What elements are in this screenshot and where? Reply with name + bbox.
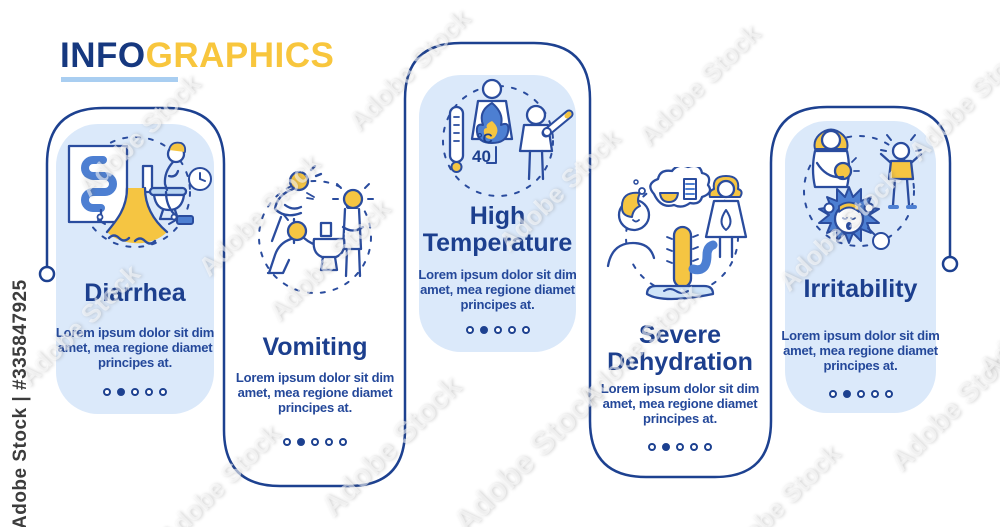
high-temperature-icon-wrap: °C 40 (420, 77, 576, 217)
step-dot (131, 388, 139, 396)
connector-path (45, 41, 952, 488)
page-title-graphics: GRAPHICS (145, 36, 335, 75)
step-dot (828, 390, 837, 398)
page-title: INFOGRAPHICS (60, 36, 334, 76)
card-body-text: Lorem ipsum dolor sit dim amet, mea regi… (235, 370, 395, 415)
step-dot (662, 443, 670, 451)
connector-node-left (38, 265, 56, 283)
vomiting-icon (258, 165, 374, 294)
step-dot (283, 438, 291, 446)
irritability-icon (802, 128, 922, 250)
step-dots (465, 326, 530, 334)
card-severe-dehydration: Severe Dehydration Lorem ipsum dolor sit… (598, 165, 762, 465)
step-dot (311, 438, 319, 446)
step-dot (842, 390, 851, 398)
dashed-circle (441, 85, 554, 197)
step-dot (117, 388, 125, 396)
celsius-label: °C (477, 130, 493, 146)
vomiting-icon-wrap (237, 165, 393, 311)
connector-node-right (941, 255, 959, 273)
card-high-temperature: °C 40 High Temperature Lorem ipsum dolor… (418, 75, 577, 352)
irritability-icon-wrap (787, 123, 935, 263)
card-body-text: Lorem ipsum dolor sit dim amet, mea regi… (781, 328, 940, 373)
card-body-text: Lorem ipsum dolor sit dim amet, mea regi… (600, 381, 760, 426)
step-dot (103, 388, 111, 396)
step-dot (297, 438, 305, 446)
card-vomiting: Vomiting Lorem ipsum dolor sit dim amet,… (230, 165, 400, 465)
card-title: Irritability (803, 275, 918, 303)
step-dots (648, 443, 712, 451)
step-dot (521, 326, 530, 334)
step-dot (493, 326, 502, 334)
title-underline (61, 77, 178, 82)
card-body-text: Lorem ipsum dolor sit dim amet, mea regi… (55, 325, 215, 370)
diarrhea-icon-wrap (57, 126, 213, 266)
step-dot (325, 438, 333, 446)
step-dot (648, 443, 656, 451)
card-irritability: Irritability Lorem ipsum dolor sit dim a… (781, 121, 940, 413)
diarrhea-icon (67, 136, 212, 248)
card-body-text: Lorem ipsum dolor sit dim amet, mea regi… (418, 267, 577, 312)
step-dot (856, 390, 865, 398)
high-temperature-icon: °C 40 (441, 78, 573, 197)
step-dot (145, 388, 153, 396)
step-dot (479, 326, 488, 334)
step-dot (676, 443, 684, 451)
step-dot (465, 326, 474, 334)
step-dots (828, 390, 893, 398)
step-dot (507, 326, 516, 334)
step-dot (884, 390, 893, 398)
dashed-circle (802, 135, 915, 247)
card-title: High Temperature (422, 202, 573, 257)
step-dot (339, 438, 347, 446)
step-dots (283, 438, 347, 446)
page-title-info: INFO (60, 36, 146, 75)
dashed-circle (258, 180, 372, 294)
step-dot (690, 443, 698, 451)
card-title: Vomiting (262, 333, 368, 361)
step-dot (704, 443, 712, 451)
step-dot (870, 390, 879, 398)
card-title: Diarrhea (84, 279, 186, 307)
degrees-40-label: 40 (472, 147, 491, 166)
step-dot (159, 388, 167, 396)
card-diarrhea: Diarrhea Lorem ipsum dolor sit dim amet,… (56, 124, 214, 414)
step-dots (103, 388, 167, 396)
severe-dehydration-icon-wrap (602, 167, 758, 312)
severe-dehydration-icon (606, 167, 748, 301)
card-title: Severe Dehydration (607, 321, 753, 376)
